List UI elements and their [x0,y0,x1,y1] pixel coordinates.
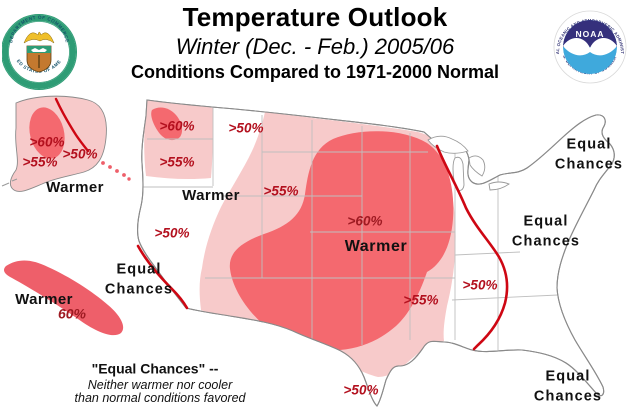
contour-50-east [435,144,509,351]
page-title: Temperature Outlook [182,2,448,32]
seal-green-ring [2,15,76,89]
hawaii-warmer-band [4,260,124,336]
probability-label-alaska-60: >60% [29,134,65,150]
probability-label-northwest-55: >55% [159,154,195,170]
eagle-icon [23,31,55,44]
equal-chances-label-southeast: Equal Chances [533,368,603,404]
department-of-commerce-seal: DEPARTMENT OF COMMERCE UNITED STATES OF … [2,4,77,90]
probability-label-tennessee-50: >50% [462,277,498,293]
contour-50-california [136,244,189,310]
probability-label-alaska-50: >50% [62,146,98,162]
warmer-label-hawaii: Warmer [15,290,73,308]
region-above-60-central [229,131,454,351]
probability-label-south-texas-50: >50% [343,382,379,398]
equal-chances-label-midatlantic: Equal Chances [511,213,581,249]
noaa-acronym: NOAA [575,29,604,39]
great-lakes [427,135,510,191]
alaska-contour-red [54,97,90,153]
probability-label-montana-50: >50% [228,120,264,136]
probability-label-plains-60: >60% [347,213,383,229]
alaska-panhandle-islands [101,161,131,181]
region-above-60-washington-coast [151,107,183,141]
warmer-label-alaska: Warmer [46,178,104,196]
legend-line-2: than normal conditions favored [74,391,246,406]
ship-icon [31,48,47,52]
probability-label-washington-60: >60% [159,118,195,134]
legend-line-1: Neither warmer nor cooler [87,378,233,393]
probability-label-south-55: >55% [403,292,439,308]
noaa-logo: NATIONAL OCEANIC AND ATMOSPHERIC ADMINIS… [552,4,627,84]
legend-heading: "Equal Chances" -- [91,360,219,377]
page-subtitle: Winter (Dec. - Feb.) 2005/06 [175,34,455,59]
probability-label-hawaii-60: 60% [57,305,87,322]
noaa-bird-icon [563,37,617,56]
comparison-line: Conditions Compared to 1971-2000 Normal [130,62,500,82]
alaska-above-60-core [29,107,65,159]
warmer-label-plains: Warmer [344,238,408,256]
warmer-label-northwest: Warmer [182,186,240,204]
probability-label-alaska-55: >55% [22,154,58,170]
equal-chances-label-northeast: Equal Chances [554,136,624,172]
equal-chances-label-california: Equal Chances [104,261,174,297]
alaska-region [1,95,131,192]
probability-label-nevada-50: >50% [154,225,190,241]
aleutian-islands [1,178,18,187]
probability-label-rockies-55: >55% [263,183,299,199]
seal-outer-edge [2,14,77,90]
